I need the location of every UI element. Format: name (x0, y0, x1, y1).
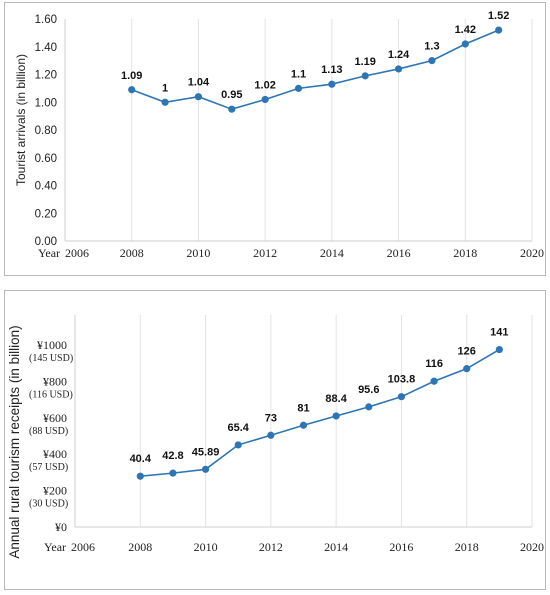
data-point (136, 472, 144, 480)
x-tick-label: 2010 (186, 246, 210, 260)
data-point (128, 86, 136, 94)
data-point (234, 441, 242, 449)
y-axis-title: Tourist arrivals (in billion) (14, 54, 28, 186)
data-label: 45.89 (192, 446, 220, 458)
data-label: 88.4 (325, 393, 347, 405)
data-label: 141 (490, 327, 508, 339)
data-point (463, 365, 471, 373)
data-label: 73 (265, 412, 277, 424)
data-point (428, 57, 436, 65)
data-point (397, 393, 406, 401)
x-tick-label: 2008 (120, 246, 144, 260)
data-label: 1.09 (121, 70, 142, 82)
data-point (394, 65, 403, 73)
x-tick-label: 2018 (453, 246, 477, 260)
data-point (194, 93, 203, 101)
y-tick-label: ¥600 (43, 411, 67, 425)
data-label: 116 (425, 358, 443, 370)
data-point (361, 72, 369, 80)
data-label: 1.3 (424, 41, 439, 53)
data-label: 1 (162, 82, 168, 94)
y-axis-title: Annual rural tourism receipts (in billio… (7, 325, 22, 558)
y-tick-label: 1.20 (35, 70, 57, 82)
x-tick-label: 2008 (128, 540, 152, 554)
data-label: 126 (458, 346, 476, 358)
data-label: 1.52 (488, 10, 509, 22)
x-tick-label: 2016 (387, 246, 411, 260)
data-point (495, 26, 503, 34)
y-tick-sublabel: (30 USD) (29, 499, 68, 510)
data-point (365, 403, 373, 411)
data-point (328, 80, 336, 88)
data-label: 103.8 (388, 374, 416, 386)
data-label: 0.95 (221, 89, 242, 101)
tourist-arrivals-chart-panel: 0.00 0.20 0.40 0.60 0.80 1.00 1.20 1.40 1.60 Year… (4, 2, 546, 276)
data-point (161, 98, 169, 106)
data-label: 1.19 (355, 56, 376, 68)
data-point (294, 84, 303, 92)
y-tick-sublabel: (88 USD) (29, 426, 68, 437)
data-point (261, 95, 269, 104)
x-tick-label: 2012 (253, 246, 277, 260)
data-label: 1.04 (188, 77, 210, 89)
y-tick-label: 1.00 (35, 97, 57, 109)
y-tick-label: 0.80 (35, 125, 57, 137)
x-tick-label: 2018 (455, 540, 479, 554)
y-tick-label: 1.60 (35, 14, 57, 26)
x-tick-label: 2020 (520, 540, 544, 554)
rural-tourism-receipts-chart-panel: ¥0 ¥200 (30 USD) ¥400 (57 USD) ¥600 (88 USD) ¥8… (4, 290, 546, 590)
y-tick-label: ¥0 (55, 520, 67, 534)
x-tick-label: 2006 (71, 540, 95, 554)
data-label: 1.42 (455, 24, 476, 36)
x-tick-label: 2012 (259, 540, 283, 554)
y-tick-label: 0.00 (35, 236, 57, 248)
x-tick-label: 2020 (520, 246, 544, 260)
data-point (430, 377, 438, 385)
data-label: 1.1 (291, 68, 306, 80)
y-tick-label: 0.40 (35, 181, 57, 193)
x-tick-label: 2006 (65, 246, 89, 260)
data-label: 81 (297, 402, 309, 414)
y-tick-sublabel: (116 USD) (29, 389, 73, 400)
y-tick-label: ¥200 (43, 484, 67, 498)
tourist-arrivals-chart: 0.00 0.20 0.40 0.60 0.80 1.00 1.20 1.40 1.60 Year… (14, 10, 544, 260)
y-tick-label: ¥400 (43, 447, 67, 461)
data-point (267, 431, 275, 439)
y-tick-sublabel: (57 USD) (29, 462, 68, 473)
x-tick-label: 2010 (194, 540, 218, 554)
data-label: 95.6 (358, 384, 379, 396)
y-tick-label: ¥1000 (37, 338, 67, 352)
data-point (299, 421, 308, 429)
series-line (131, 29, 499, 111)
x-axis-prefix-label: Year (44, 540, 66, 554)
data-label: 40.4 (130, 453, 152, 465)
data-label: 1.24 (388, 49, 410, 61)
series-line (140, 348, 500, 478)
x-tick-label: 2014 (324, 540, 348, 554)
rural-tourism-receipts-chart: ¥0 ¥200(30 USD) ¥400(57 USD) ¥600(88 USD) ¥8… (7, 315, 544, 559)
data-label: 1.02 (254, 79, 275, 91)
y-tick-label: ¥800 (43, 374, 67, 388)
data-point (461, 40, 469, 48)
data-point (169, 469, 177, 477)
x-axis-prefix-label: Year (38, 246, 60, 260)
y-tick-sublabel: (145 USD) (29, 353, 73, 364)
data-point (228, 105, 236, 113)
x-tick-label: 2016 (389, 540, 413, 554)
y-tick-label: 1.40 (35, 42, 57, 54)
y-tick-label: 0.20 (35, 208, 57, 220)
data-label: 65.4 (228, 422, 250, 434)
data-label: 42.8 (162, 450, 183, 462)
y-tick-label: 0.60 (35, 153, 57, 165)
x-tick-label: 2014 (320, 246, 344, 260)
data-point (495, 345, 503, 354)
data-label: 1.13 (321, 64, 342, 76)
data-point (201, 465, 210, 473)
data-point (332, 412, 340, 420)
